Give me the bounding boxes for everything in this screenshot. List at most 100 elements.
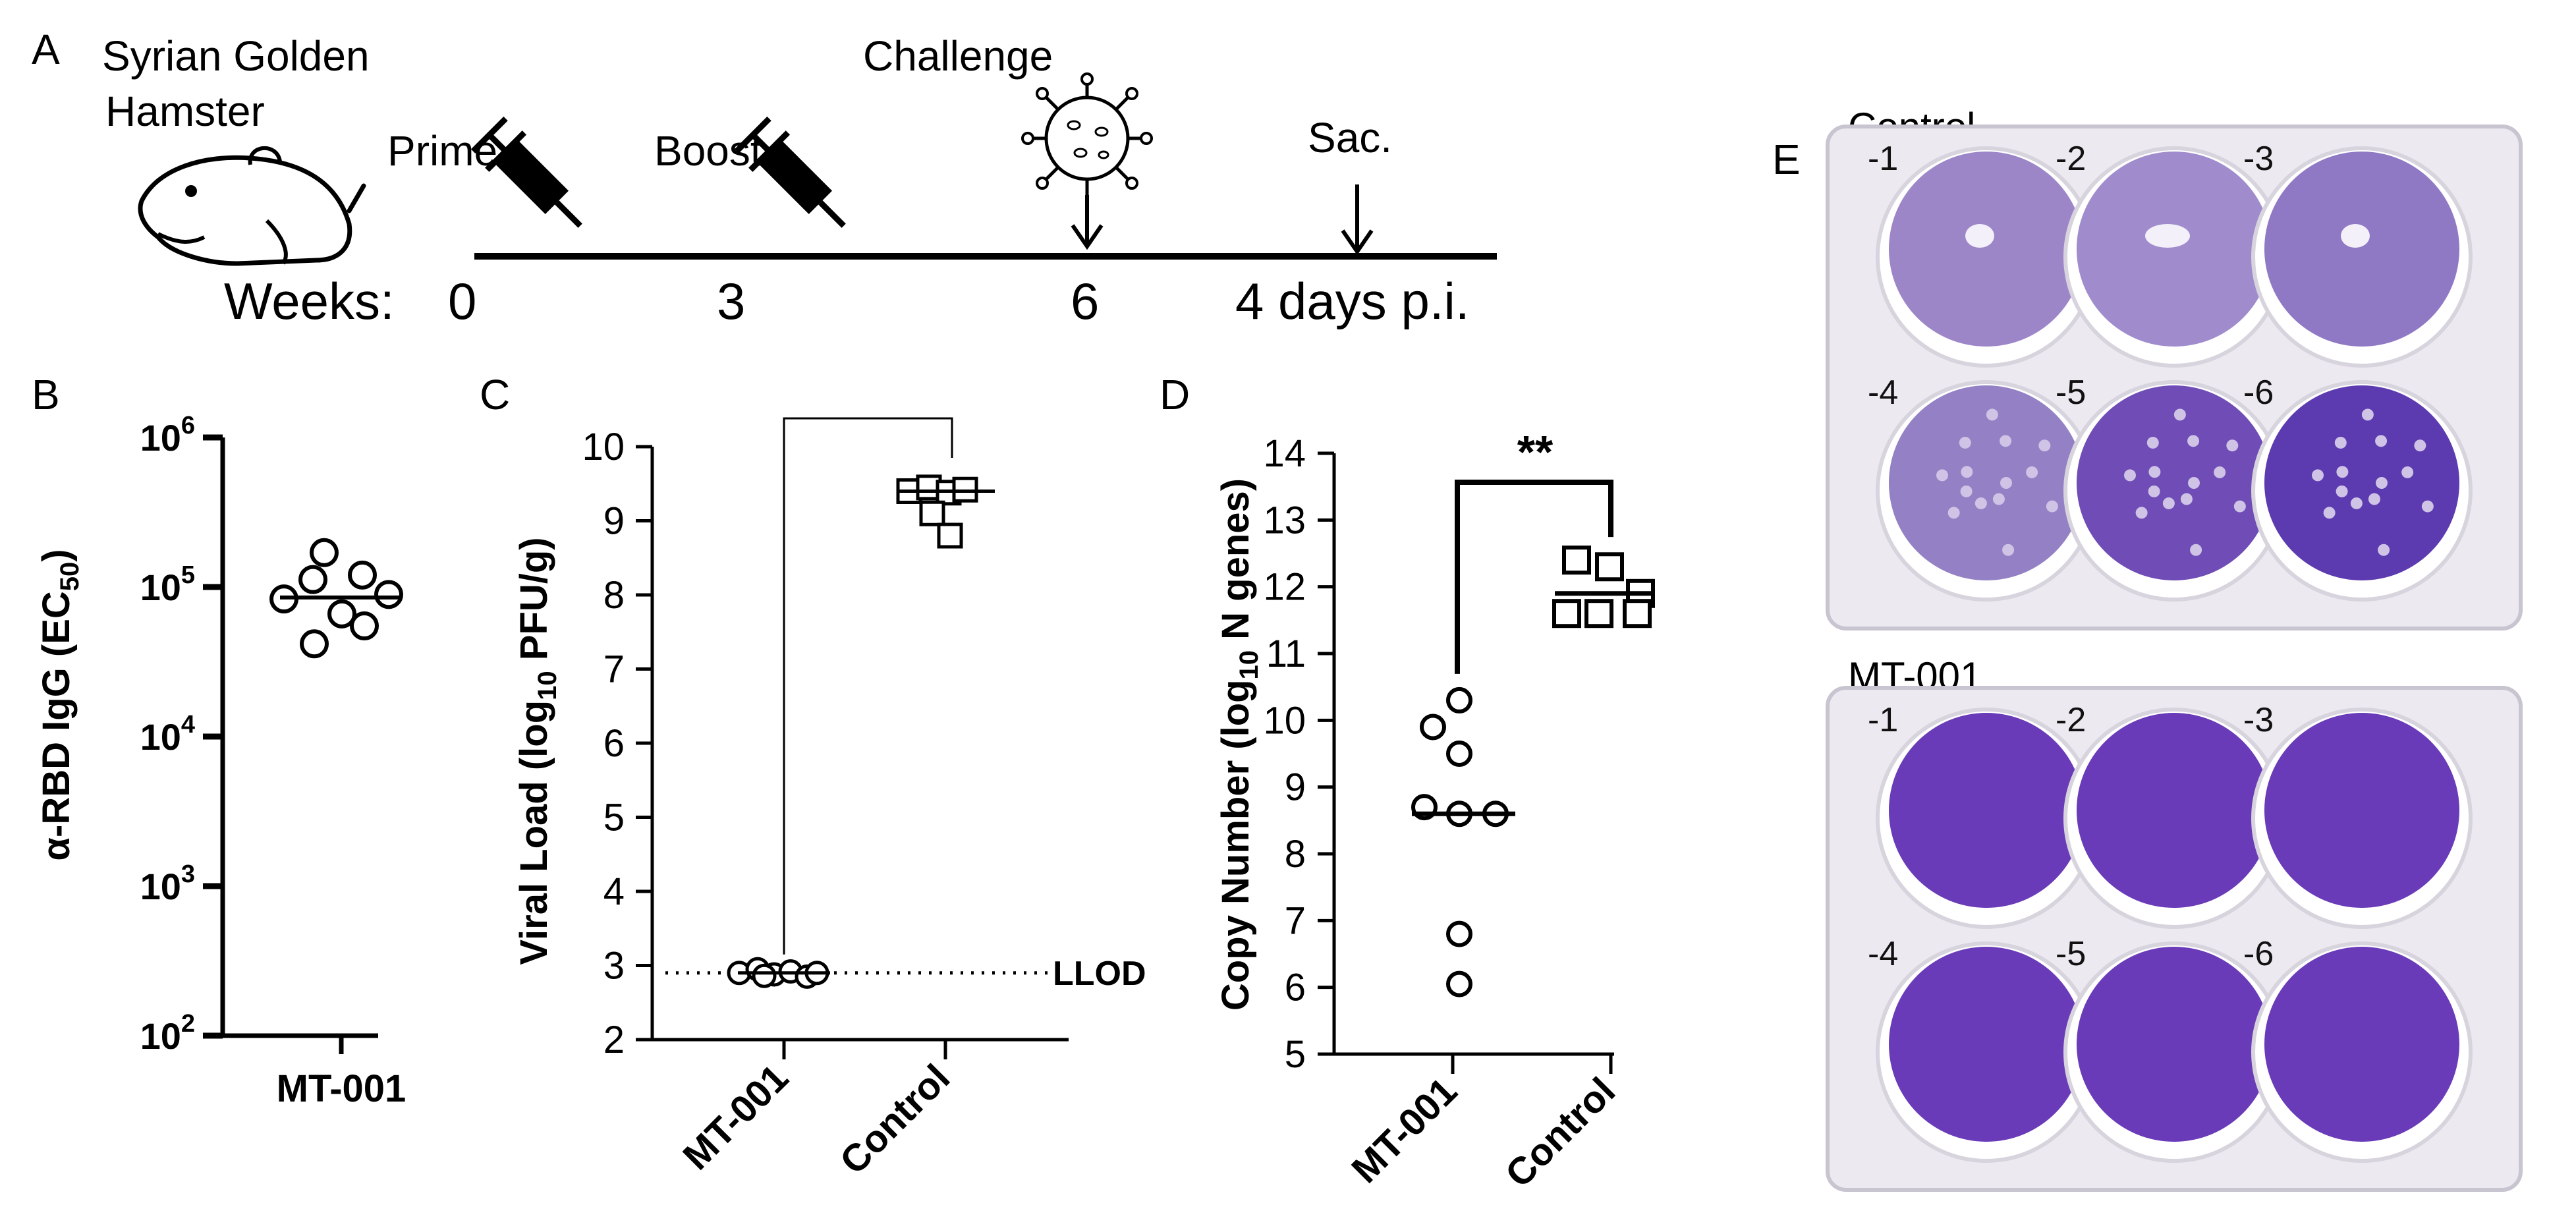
c-x-tick-label-control: Control xyxy=(831,1056,958,1183)
plaque xyxy=(2148,466,2161,478)
d-y-tick-label: 8 xyxy=(1285,833,1306,876)
plaque xyxy=(2187,435,2200,447)
b-data-point xyxy=(298,565,327,594)
d-y-tick-label: 5 xyxy=(1285,1033,1306,1076)
plaque xyxy=(1959,436,1971,449)
plaque xyxy=(2368,493,2380,505)
c-data-point xyxy=(937,522,963,549)
well-dilution-label: -6 xyxy=(2243,935,2274,973)
c-y-tick-label: 7 xyxy=(603,648,625,691)
c-data-point xyxy=(752,963,777,988)
c-y-tick-label: 8 xyxy=(603,574,625,617)
d-data-point xyxy=(1446,920,1472,947)
b-data-point xyxy=(374,580,403,609)
weeks-label: Weeks: xyxy=(224,272,395,330)
plaque xyxy=(1947,507,1960,519)
plaque xyxy=(2414,439,2426,452)
d-data-point xyxy=(1623,599,1652,629)
c-y-axis-label: Viral Load (log10 PFU/g) xyxy=(513,537,562,965)
d-data-point xyxy=(1595,552,1624,582)
panel-label-d: D xyxy=(1160,371,1190,418)
plaque xyxy=(2123,469,2136,482)
d-data-point xyxy=(1446,686,1472,714)
plaque xyxy=(2311,469,2324,482)
plaque xyxy=(1986,408,1998,421)
well xyxy=(2077,385,2272,580)
well xyxy=(2264,152,2459,347)
timeline-event-sac: Sac. xyxy=(1308,114,1393,161)
panel-label-c: C xyxy=(480,371,511,418)
d-y-tick-label: 13 xyxy=(1263,499,1306,542)
plaque xyxy=(2146,436,2159,449)
plaque xyxy=(2336,485,2348,497)
well-dilution-label: -4 xyxy=(1868,935,1898,973)
c-y-tick-label: 6 xyxy=(603,722,625,765)
d-x-tick-label-mt001: MT-001 xyxy=(1343,1069,1465,1191)
plaque xyxy=(2233,500,2246,513)
well-dilution-label: -5 xyxy=(2056,935,2086,973)
timeline-week-3: 3 xyxy=(717,272,746,330)
chart-c-viral-load: Viral Load (log10 PFU/g) 2 3 4 5 6 7 8 9 10 LLOD… xyxy=(513,395,1146,1183)
well xyxy=(1889,947,2084,1142)
b-x-tick-label: MT-001 xyxy=(277,1067,406,1110)
plate-control: -1 -2 -3 -4 -5 -6 xyxy=(1826,125,2523,630)
b-y-tick-label: 105 xyxy=(140,561,195,608)
timeline-event-prime: Prime xyxy=(387,127,498,175)
b-y-tick-label: 103 xyxy=(140,860,195,907)
hamster-icon xyxy=(138,146,366,266)
plaque xyxy=(2226,439,2239,452)
plaque xyxy=(2421,500,2434,513)
plaque xyxy=(2336,466,2349,478)
panel-label-b: B xyxy=(32,371,60,418)
plaque xyxy=(1936,469,1948,482)
plaque xyxy=(2361,408,2374,421)
plaque xyxy=(1965,224,1994,248)
plaque xyxy=(1960,485,1973,497)
syringe-icon xyxy=(471,116,582,228)
well-dilution-label: -1 xyxy=(1868,140,1898,178)
chart-d-copy-number: Copy Number (log10 N genes) 5 6 7 8 9 10 11 12 1… xyxy=(1214,426,1655,1196)
well xyxy=(1889,385,2084,580)
plaque xyxy=(1961,466,1973,478)
d-y-tick-label: 12 xyxy=(1263,566,1306,609)
plaque xyxy=(2145,224,2190,248)
well-dilution-label: -2 xyxy=(2056,140,2086,178)
plaque xyxy=(2375,435,2388,447)
well xyxy=(2264,385,2459,580)
plaque xyxy=(2046,500,2058,513)
plaque xyxy=(2188,477,2200,489)
well xyxy=(1889,152,2084,347)
c-significance-bracket xyxy=(783,417,953,955)
well-dilution-label: -6 xyxy=(2243,374,2274,412)
plaque xyxy=(2000,435,2012,447)
b-y-tick-label: 102 xyxy=(140,1010,195,1057)
c-x-tick-label-mt001: MT-001 xyxy=(675,1056,797,1178)
timeline-axis xyxy=(474,253,1497,260)
plaque xyxy=(2214,466,2226,478)
well xyxy=(2077,713,2272,908)
plaque xyxy=(2180,493,2193,505)
c-y-tick-label: 3 xyxy=(603,945,625,988)
plaque xyxy=(2000,477,2012,489)
syringe-icon xyxy=(735,116,846,228)
plaque xyxy=(2162,497,2175,509)
c-y-tick-label: 9 xyxy=(603,500,625,543)
plate-mt001: -1 -2 -3 -4 -5 -6 xyxy=(1826,686,2523,1192)
b-data-point xyxy=(348,560,377,590)
b-data-point xyxy=(350,611,379,641)
timeline-event-challenge: Challenge xyxy=(863,32,1053,80)
d-y-axis-label: Copy Number (log10 N genes) xyxy=(1214,478,1264,1011)
d-y-tick-label: 11 xyxy=(1266,632,1306,675)
plaque xyxy=(1992,493,2005,505)
d-y-tick-label: 9 xyxy=(1285,766,1306,809)
d-y-tick-label: 6 xyxy=(1285,966,1306,1009)
d-data-point xyxy=(1420,714,1446,741)
c-data-point xyxy=(919,500,945,526)
timeline-week-0: 0 xyxy=(448,272,477,330)
well-dilution-label: -2 xyxy=(2056,701,2086,739)
plaque xyxy=(2350,497,2363,509)
chart-b-igg: α-RBD IgG (EC50) 102 103 104 105 106 MT-001 xyxy=(35,412,406,1110)
well xyxy=(2077,947,2272,1142)
plaque xyxy=(2334,436,2347,449)
timeline-week-6: 6 xyxy=(1071,272,1100,330)
